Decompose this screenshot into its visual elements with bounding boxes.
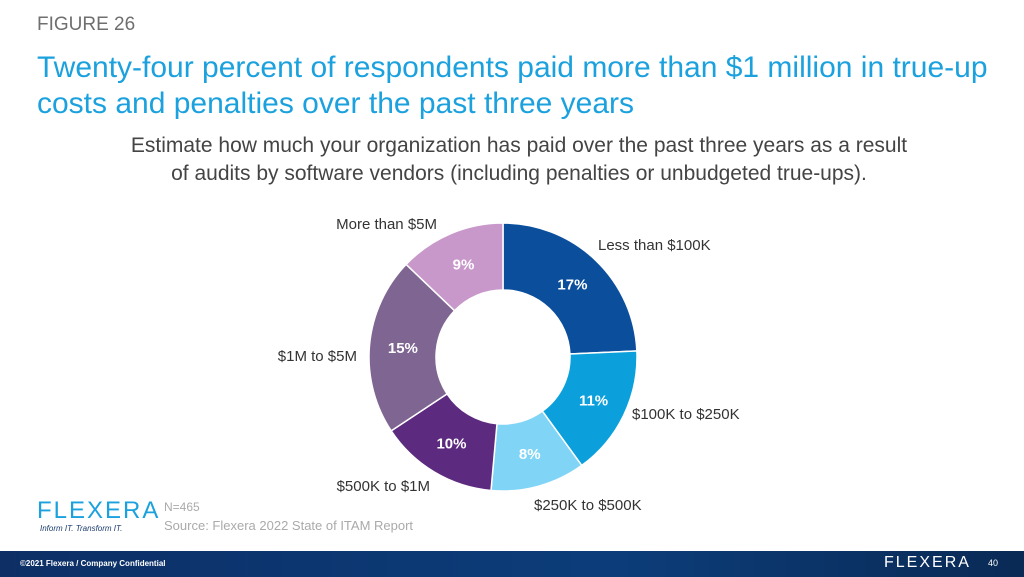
category-label: $500K to $1M (337, 478, 430, 495)
slide-title: Twenty-four percent of respondents paid … (37, 51, 988, 120)
donut-slice (368, 263, 456, 432)
category-label: $100K to $250K (632, 406, 740, 423)
question-line-1: Estimate how much your organization has … (130, 134, 908, 157)
category-label: Less than $100K (598, 237, 711, 254)
slice-value-label: 15% (388, 340, 418, 357)
question-text: Estimate how much your organization has … (0, 132, 1024, 188)
sample-size: N=465 (164, 500, 200, 514)
slice-value-label: 9% (453, 257, 475, 274)
slice-value-label: 10% (436, 435, 466, 452)
slice-value-label: 8% (519, 446, 541, 463)
figure-label: FIGURE 26 (37, 14, 136, 35)
category-label: $250K to $500K (534, 497, 642, 514)
footer-logo: FLEXERA (884, 554, 971, 571)
logo-tagline: Inform IT. Transform IT. (40, 524, 123, 533)
category-label: More than $5M (336, 216, 437, 233)
slice-value-label: 11% (579, 393, 608, 410)
copyright: ©2021 Flexera / Company Confidential (20, 559, 166, 568)
flexera-logo: FLEXERA (37, 497, 161, 524)
question-line-2: of audits by software vendors (including… (171, 162, 867, 185)
donut-slice (405, 222, 504, 312)
slice-value-label: 17% (557, 276, 587, 293)
donut-slice (502, 222, 638, 355)
source-note: Source: Flexera 2022 State of ITAM Repor… (164, 518, 414, 533)
page-number: 40 (988, 558, 999, 568)
footer-bar: ©2021 Flexera / Company Confidential FLE… (0, 551, 1024, 577)
category-label: $1M to $5M (278, 348, 357, 365)
